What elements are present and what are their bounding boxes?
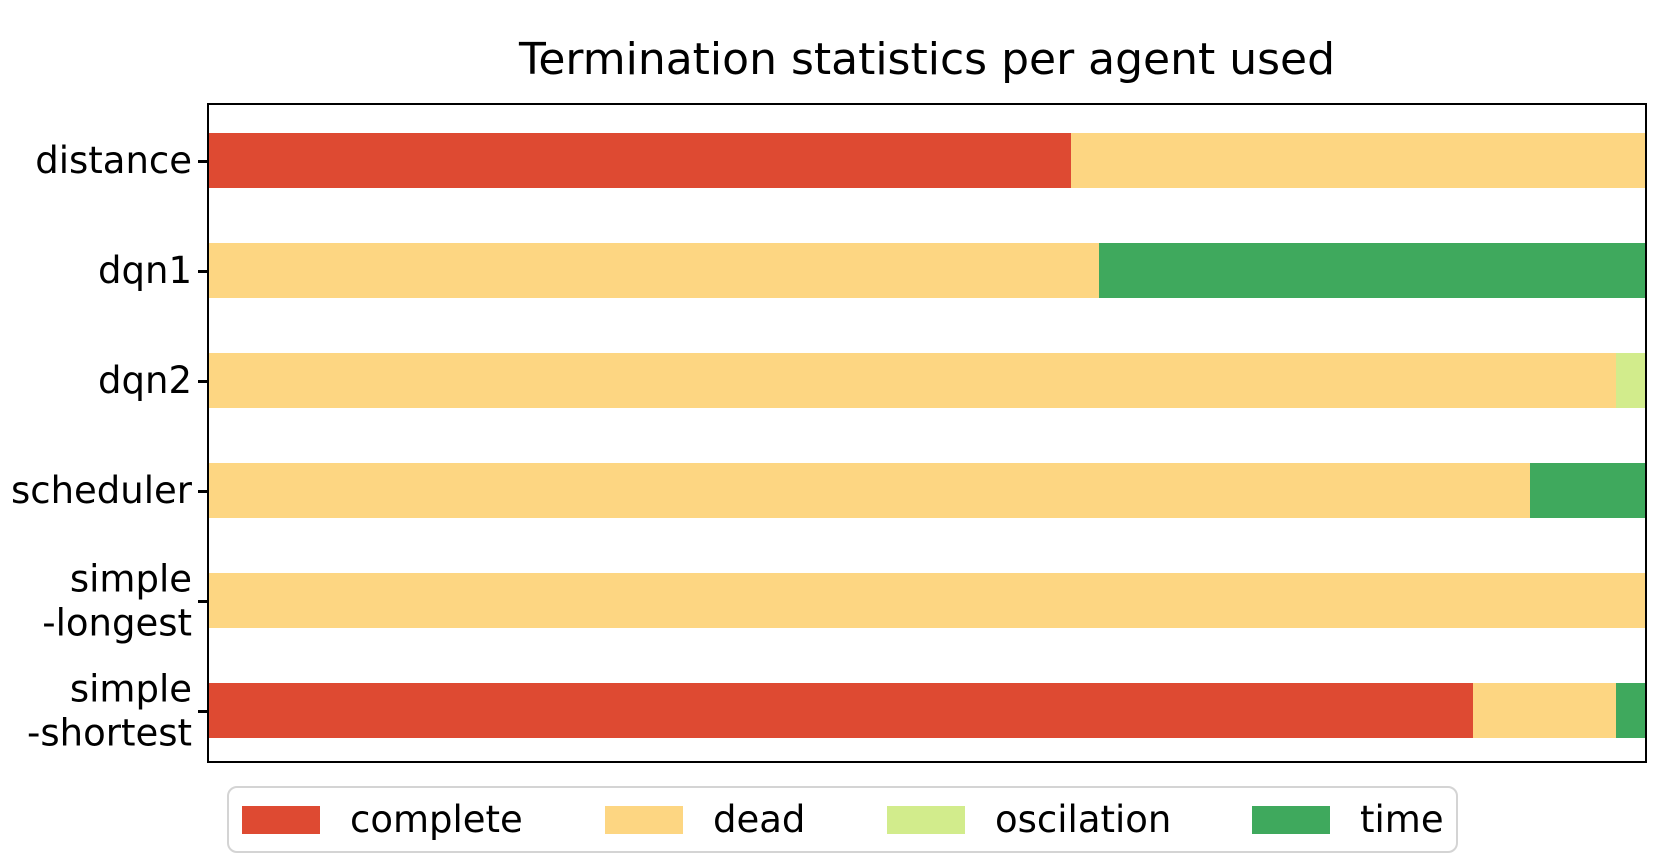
- bar-row-simple-longest: [209, 573, 1645, 628]
- legend-item-oscilation: oscilation: [887, 788, 1171, 851]
- bar-segment-dead-dqn2: [209, 353, 1617, 408]
- y-tick-mark-distance: [198, 159, 207, 163]
- bar-row-simple-shortest: [209, 683, 1645, 738]
- y-tick-label-dqn2: dqn2: [98, 359, 192, 403]
- y-tick-mark-dqn1: [198, 269, 207, 273]
- y-tick-mark-simple-longest: [198, 599, 207, 603]
- bar-segment-dead-distance: [1070, 133, 1645, 188]
- y-tick-mark-dqn2: [198, 379, 207, 383]
- y-tick-mark-simple-shortest: [198, 709, 207, 713]
- legend-swatch-oscilation: [887, 805, 965, 834]
- legend-item-dead: dead: [605, 788, 805, 851]
- legend-label-time: time: [1360, 798, 1444, 841]
- bar-segment-oscilation-dqn2: [1616, 353, 1645, 408]
- bar-segment-time-dqn1: [1099, 243, 1645, 298]
- bar-segment-dead-simple-longest: [209, 573, 1645, 628]
- y-tick-label-distance: distance: [35, 139, 192, 183]
- y-tick-label-dqn1: dqn1: [98, 249, 192, 293]
- legend: complete dead oscilation time: [227, 786, 1458, 853]
- bar-segment-complete-simple-shortest: [209, 683, 1473, 738]
- bar-row-distance: [209, 133, 1645, 188]
- bar-segment-dead-dqn1: [209, 243, 1100, 298]
- bar-row-dqn2: [209, 353, 1645, 408]
- bar-segment-time-scheduler: [1530, 463, 1645, 518]
- legend-item-complete: complete: [242, 788, 523, 851]
- bar-segment-dead-simple-shortest: [1472, 683, 1617, 738]
- bar-segment-time-simple-shortest: [1616, 683, 1645, 738]
- bar-row-scheduler: [209, 463, 1645, 518]
- legend-label-complete: complete: [350, 798, 523, 841]
- bar-row-dqn1: [209, 243, 1645, 298]
- y-tick-label-scheduler: scheduler: [10, 469, 192, 513]
- bar-segment-complete-distance: [209, 133, 1071, 188]
- plot-area: [207, 103, 1647, 763]
- bar-segment-dead-scheduler: [209, 463, 1531, 518]
- y-tick-label-simple-shortest: simple -shortest: [27, 667, 192, 754]
- chart-title: Termination statistics per agent used: [518, 34, 1336, 85]
- legend-label-oscilation: oscilation: [995, 798, 1172, 841]
- legend-item-time: time: [1252, 788, 1444, 851]
- legend-label-dead: dead: [713, 798, 806, 841]
- y-tick-mark-scheduler: [198, 489, 207, 493]
- y-tick-label-simple-longest: simple -longest: [42, 557, 192, 644]
- legend-swatch-dead: [605, 805, 683, 834]
- legend-swatch-time: [1252, 805, 1330, 834]
- legend-swatch-complete: [242, 805, 320, 834]
